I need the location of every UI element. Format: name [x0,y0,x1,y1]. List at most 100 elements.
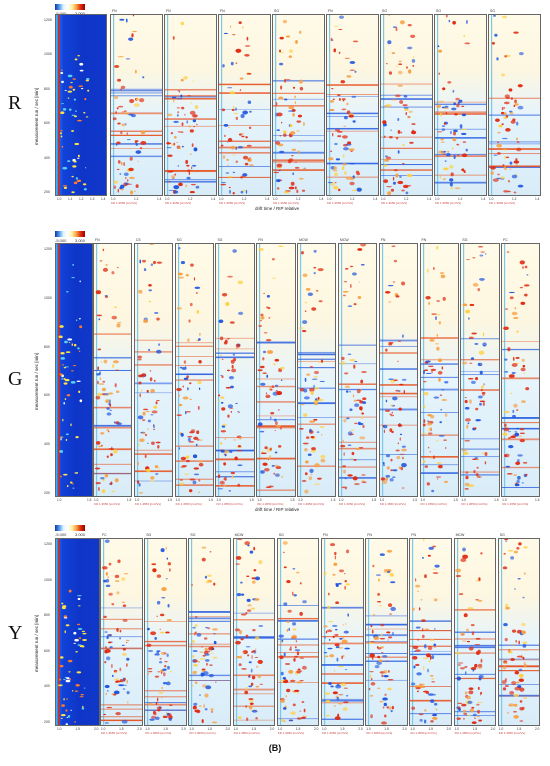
signal-spot [99,260,103,262]
signal-spot [496,143,503,148]
signal-spot [437,464,443,469]
signal-spot [263,332,268,334]
signal-spot [113,180,119,184]
signal-spot [234,640,241,645]
signal-spot [160,613,165,617]
signal-spot [502,622,508,627]
reference-peak [81,645,85,648]
signal-spot [103,359,108,364]
signal-spot [192,164,197,167]
signal-spot [197,479,200,482]
signal-spot [251,654,253,660]
horizontal-stripe [435,174,486,176]
signal-spot [352,120,356,123]
horizontal-stripe [461,471,499,473]
signal-spot [163,682,168,685]
reference-peak [72,88,76,91]
signal-spot [436,333,438,337]
signal-spot [128,37,134,41]
signal-spot [233,439,237,441]
panel-x-tick: 1.0 [435,197,440,201]
horizontal-stripe [165,97,216,100]
signal-spot [388,669,390,673]
signal-spot [156,650,161,652]
signal-spot [362,424,365,429]
signal-spot [260,470,266,474]
reference-peak [79,69,84,72]
signal-spot [373,636,380,641]
reference-peak [79,696,84,698]
signal-spot [122,618,128,622]
signal-spot [389,428,392,432]
signal-spot [404,108,409,111]
reference-peak [61,377,63,380]
signal-spot [461,640,467,642]
signal-spot [472,668,474,672]
panel-x-tick: 1.0 [175,498,181,502]
signal-spot [275,421,279,425]
signal-spot [334,143,338,145]
signal-spot [467,607,473,610]
signal-spot [332,169,338,172]
signal-spot [284,663,291,665]
signal-spot [437,370,443,375]
signal-spot [254,716,258,720]
signal-spot [119,637,121,640]
reference-peak [67,338,73,341]
reference-peak [60,130,63,132]
signal-spot [390,581,396,584]
horizontal-stripe [233,705,275,707]
signal-spot [395,449,400,452]
signal-spot [153,405,157,409]
reference-peak [74,472,79,474]
signal-spot [152,260,156,265]
signal-spot [195,631,198,634]
signal-spot [163,672,166,677]
signal-spot [202,719,205,724]
reference-spectrum-panel [55,538,100,726]
signal-spot [246,144,252,147]
signal-spot [443,122,446,125]
signal-spot [465,418,472,422]
signal-spot [507,651,513,654]
signal-spot [192,626,197,629]
difference-panel [326,14,379,196]
signal-spot [303,396,310,400]
reference-peak [86,78,90,80]
signal-spot [393,259,397,263]
panel-axis-note: KD 1.3650 [cm²/Vs] [273,201,300,205]
signal-spot [108,402,111,406]
signal-spot [139,98,145,103]
signal-spot [166,557,169,560]
signal-spot [389,478,394,482]
signal-spot [147,672,150,676]
reference-peak [79,280,81,283]
signal-spot [328,621,334,623]
signal-spot [233,105,235,110]
panel-axis-note: KD 1.3650 [cm²/Vs] [134,502,161,506]
signal-spot [509,296,514,300]
horizontal-stripe [379,392,418,395]
signal-spot [485,461,487,465]
signal-spot [330,37,333,42]
signal-spot [260,365,265,369]
horizontal-stripe [257,378,295,380]
signal-spot [121,601,126,603]
horizontal-stripe [338,416,377,418]
signal-spot [508,110,513,113]
signal-spot [386,63,388,65]
signal-spot [313,271,317,275]
signal-spot [334,182,337,184]
reference-peak [63,366,67,369]
signal-spot [288,627,290,631]
signal-spot [153,710,157,715]
signal-spot [180,94,183,98]
signal-spot [176,141,179,143]
panel-axis-note: KD 1.3650 [cm²/Vs] [322,731,349,735]
signal-spot [452,137,457,142]
signal-spot [522,364,526,368]
signal-spot [418,684,425,689]
panel-x-tick: 1.4 [211,197,216,201]
panel-x-tick: 1.5 [384,727,389,731]
difference-signals [461,244,499,496]
